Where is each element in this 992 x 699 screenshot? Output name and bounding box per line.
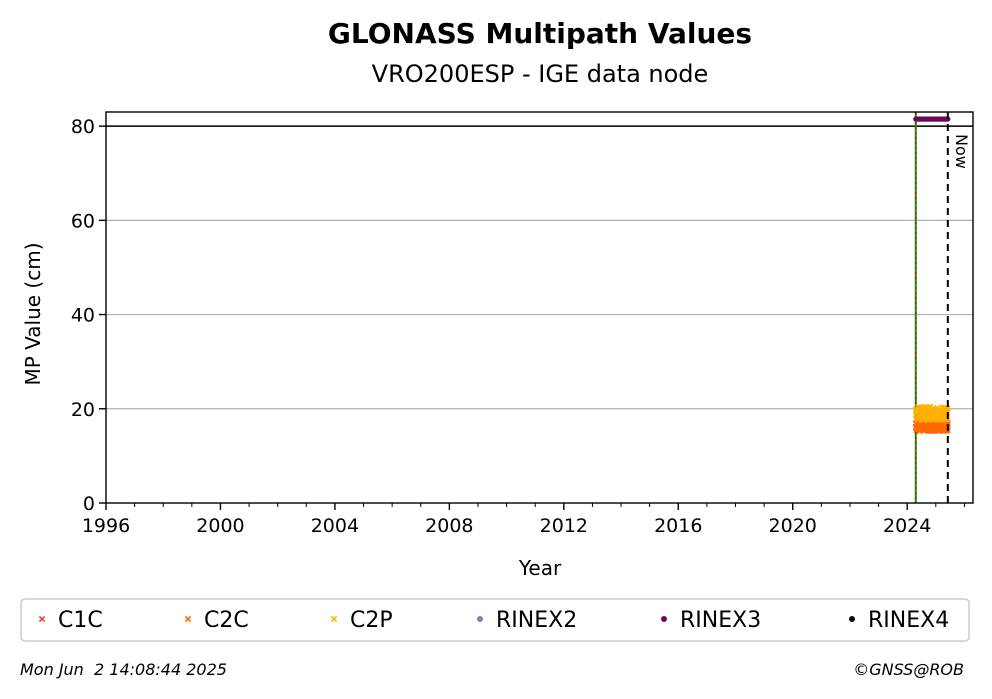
legend-box [20, 598, 970, 642]
x-tick-label: 2008 [425, 515, 473, 537]
y-tick-label: 80 [71, 116, 95, 138]
now-label: Now [952, 134, 971, 169]
legend-label: RINEX3 [680, 608, 761, 633]
y-axis-label: MP Value (cm) [21, 242, 45, 385]
x-tick-label: 2004 [311, 515, 359, 537]
legend: C1C C2C C2P RINEX2 RINEX3 RINEX4 [20, 598, 970, 642]
chart-subtitle: VRO200ESP - IGE data node [372, 60, 709, 88]
legend-label: RINEX2 [496, 608, 577, 633]
data-point [945, 116, 951, 122]
footer-timestamp: Mon Jun 2 14:08:44 2025 [20, 660, 227, 679]
legend-marker [330, 615, 338, 623]
legend-label: C2C [204, 608, 249, 633]
y-tick-label: 40 [71, 305, 95, 327]
legend-label: C1C [58, 608, 103, 633]
legend-marker [477, 616, 483, 622]
x-tick-label: 2020 [769, 515, 817, 537]
x-tick-label: 2024 [883, 515, 931, 537]
x-tick-label: 2016 [654, 515, 702, 537]
data-point [944, 416, 951, 423]
x-tick-label: 1996 [82, 515, 130, 537]
legend-marker [661, 616, 667, 622]
x-tick-label: 2012 [540, 515, 588, 537]
series-c2p [912, 403, 951, 424]
legend-marker [184, 615, 192, 623]
legend-marker [849, 616, 855, 622]
footer-credit: ©GNSS@ROB [853, 660, 964, 679]
data-point [944, 405, 951, 412]
legend-label: RINEX4 [868, 608, 949, 633]
series-rinex3 [913, 116, 951, 122]
data-marks: Now [912, 112, 971, 503]
y-tick-label: 0 [83, 493, 95, 515]
legend-label: C2P [350, 608, 393, 633]
y-tick-label: 20 [71, 399, 95, 421]
y-tick-label: 60 [71, 210, 95, 232]
grid-lines [106, 125, 973, 410]
chart-title: GLONASS Multipath Values [328, 17, 752, 50]
legend-marker [38, 615, 46, 623]
x-tick-label: 2000 [196, 515, 244, 537]
x-axis-label: Year [518, 556, 562, 580]
axes: 1996 2000 2004 2008 2012 2016 2020 2024 0 20 40 60 8… [71, 111, 974, 537]
plot-frame [105, 111, 974, 504]
